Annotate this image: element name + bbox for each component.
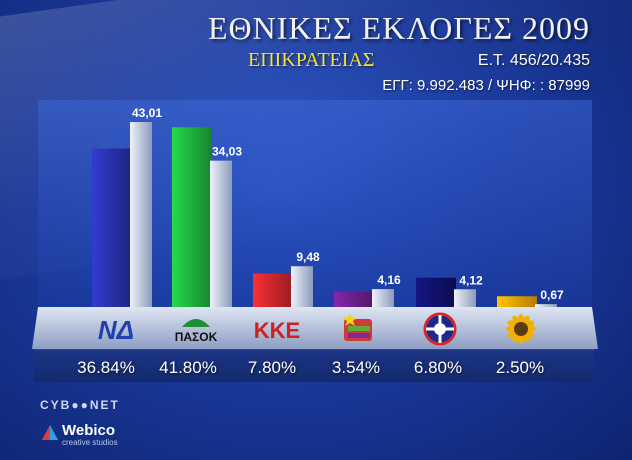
logo-greens-petal-8 [512,315,520,325]
logo-laos-cross-h [426,327,454,331]
previous-value-label-3: 4,16 [377,273,401,287]
cybernet-logo: CYB●●NET [40,398,120,412]
webico-name: Webico [62,422,116,439]
previous-value-label-5: 0,67 [540,288,564,302]
logo-syriza-star [343,313,357,326]
previous-value-label-1: 34,03 [212,145,242,159]
bar-current-0 [92,148,132,307]
webico-triangle-icon [42,425,58,440]
bar-previous-0 [130,122,152,307]
logo-greens-petal-11 [525,320,535,328]
bar-current-2 [253,273,293,307]
registered-voters: ΕΓΓ: 9.992.483 / ΨΗΦ: : 87999 [382,77,590,94]
webico-tagline: creative studios [62,438,118,447]
logo-strip [32,307,598,349]
logo-greens-petal-2 [522,333,530,343]
previous-value-label-4: 4,12 [459,273,483,287]
bar-previous-1 [210,160,232,307]
logo-syriza-green [348,326,370,331]
bar-previous-4 [454,289,476,307]
bar-previous-2 [291,266,313,307]
bar-current-3 [334,291,374,307]
logo-pasok-sun [182,319,210,327]
previous-value-label-2: 9,48 [296,250,320,264]
logo-kke: ΚΚΕ [254,318,300,343]
webico-logo: Webico creative studios [40,422,118,447]
logo-pasok: ΠΑΣΟΚ [175,330,218,344]
bar-current-4 [416,277,456,307]
bar-current-5 [497,296,537,307]
logo-greens-petal-5 [507,330,517,338]
logo-greens-center [514,322,528,336]
bar-current-1 [172,127,212,307]
page-title: ΕΘΝΙΚΕΣ ΕΚΛΟΓΕΣ 2009 [207,10,590,46]
logo-syriza-purple [348,333,370,338]
percent-band [34,349,594,382]
previous-value-label-0: 43,01 [132,106,162,120]
bar-previous-3 [372,289,394,307]
logo-nd: ΝΔ [98,315,134,345]
bar-previous-5 [535,304,557,307]
page-subtitle: ΕΠΙΚΡΑΤΕΙΑΣ [248,49,375,71]
counted-stations: Ε.Τ. 456/20.435 [477,52,590,69]
